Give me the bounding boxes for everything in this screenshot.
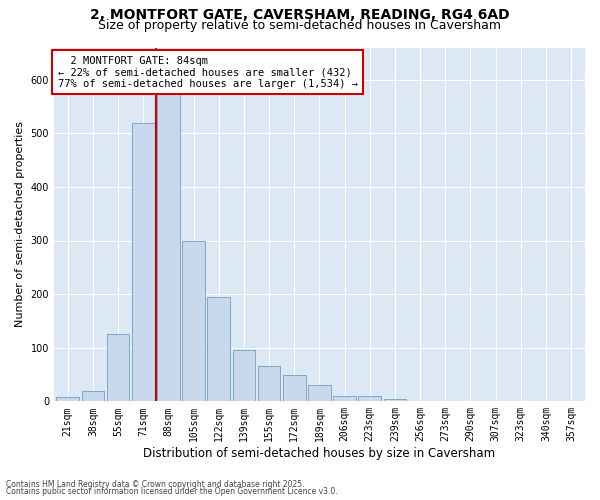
Bar <box>383 398 406 402</box>
Bar <box>233 350 255 402</box>
Bar <box>157 90 180 402</box>
Bar <box>82 390 104 402</box>
Y-axis label: Number of semi-detached properties: Number of semi-detached properties <box>15 122 25 328</box>
Bar <box>107 334 130 402</box>
Bar <box>182 240 205 402</box>
Bar <box>283 374 305 402</box>
Bar <box>334 396 356 402</box>
Text: 2 MONTFORT GATE: 84sqm
← 22% of semi-detached houses are smaller (432)
77% of se: 2 MONTFORT GATE: 84sqm ← 22% of semi-det… <box>58 56 358 88</box>
Text: Contains public sector information licensed under the Open Government Licence v3: Contains public sector information licen… <box>6 487 338 496</box>
Bar <box>308 385 331 402</box>
Text: 2, MONTFORT GATE, CAVERSHAM, READING, RG4 6AD: 2, MONTFORT GATE, CAVERSHAM, READING, RG… <box>90 8 510 22</box>
X-axis label: Distribution of semi-detached houses by size in Caversham: Distribution of semi-detached houses by … <box>143 447 496 460</box>
Text: Contains HM Land Registry data © Crown copyright and database right 2025.: Contains HM Land Registry data © Crown c… <box>6 480 305 489</box>
Bar <box>132 122 155 402</box>
Bar <box>56 397 79 402</box>
Text: Size of property relative to semi-detached houses in Caversham: Size of property relative to semi-detach… <box>98 19 502 32</box>
Bar <box>208 297 230 402</box>
Bar <box>358 396 381 402</box>
Bar <box>258 366 280 402</box>
